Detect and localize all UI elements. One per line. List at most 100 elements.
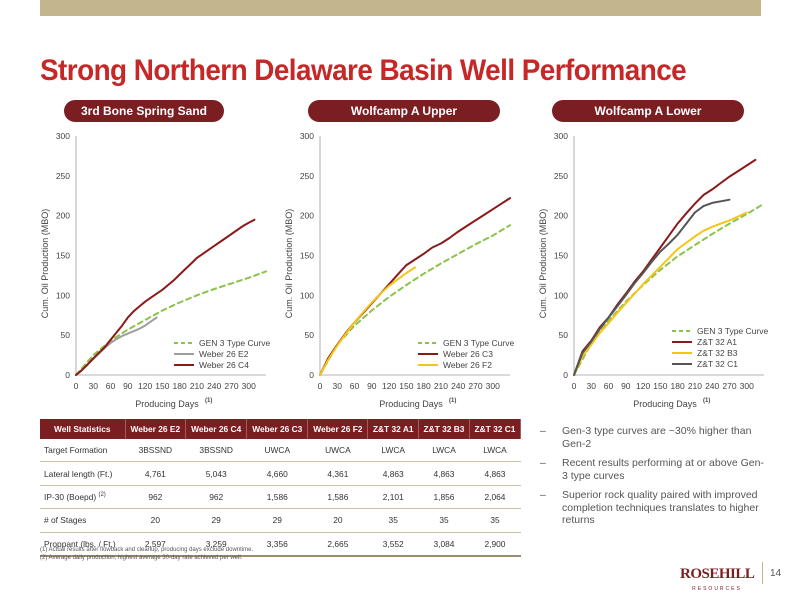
- x-tick-label: 150: [399, 381, 413, 391]
- legend-label: Weber 26 F2: [443, 360, 492, 370]
- table-row: Lateral length (Ft.) 4,761 5,043 4,660 4…: [40, 461, 521, 486]
- table-header-cell: Weber 26 E2: [125, 419, 187, 439]
- row-label: # of Stages: [40, 508, 126, 533]
- table-cell: 3,552: [367, 532, 419, 557]
- panel-label-3rd-bone-spring: 3rd Bone Spring Sand: [64, 100, 224, 122]
- x-tick-label: 270: [722, 381, 736, 391]
- table-cell: 4,761: [125, 461, 186, 486]
- y-tick-label: 200: [554, 211, 568, 221]
- bullet-item: – Recent results performing at or above G…: [540, 457, 764, 482]
- x-tick-label: 210: [434, 381, 448, 391]
- table-cell: 3,356: [246, 532, 308, 557]
- series-line: [319, 266, 416, 376]
- table-cell: 20: [125, 508, 186, 533]
- x-tick-label: 270: [468, 381, 482, 391]
- panel-label-wolfcamp-a-upper: Wolfcamp A Upper: [308, 100, 500, 122]
- table-cell: 3,259: [185, 532, 247, 557]
- y-tick-label: 50: [559, 330, 569, 340]
- x-tick-label: 210: [688, 381, 702, 391]
- table-cell: 2,064: [469, 485, 521, 510]
- x-tick-label: 300: [740, 381, 754, 391]
- logo-subtitle: RESOURCES: [692, 586, 742, 592]
- table-header-cell: Z&T 32 A1: [367, 419, 420, 439]
- bullet-dash: –: [540, 489, 546, 501]
- row-label: Lateral length (Ft.): [40, 461, 126, 486]
- legend-label: Z&T 32 B3: [697, 348, 738, 358]
- y-tick-label: 200: [56, 211, 70, 221]
- y-tick-label: 0: [65, 370, 70, 380]
- table-cell: 35: [469, 508, 521, 533]
- x-tick-label: 150: [653, 381, 667, 391]
- company-logo: ROSEHILL RESOURCES: [680, 562, 755, 596]
- table-cell: 2,900: [469, 532, 521, 557]
- series-line: [573, 202, 765, 376]
- bullet-dash: –: [540, 425, 546, 437]
- x-tick-label: 120: [636, 381, 650, 391]
- y-tick-label: 300: [554, 131, 568, 141]
- table-cell: 962: [185, 485, 247, 510]
- table-cell: 1,586: [246, 485, 308, 510]
- y-tick-label: 150: [300, 251, 314, 261]
- y-tick-label: 300: [56, 131, 70, 141]
- y-tick-label: 0: [563, 370, 568, 380]
- x-tick-label: 30: [89, 381, 99, 391]
- well-statistics-table: Well Statistics Weber 26 E2 Weber 26 C4 …: [40, 419, 522, 557]
- x-tick-label: 300: [242, 381, 256, 391]
- x-tick-label: 0: [572, 381, 577, 391]
- y-tick-label: 300: [300, 131, 314, 141]
- x-axis-footnote-marker: (1): [205, 398, 212, 404]
- legend-label: Weber 26 C3: [443, 349, 493, 359]
- table-cell: 4,660: [246, 461, 308, 486]
- table-cell: 4,863: [367, 461, 419, 486]
- y-axis-title: Cum. Oil Production (MBO): [284, 209, 294, 319]
- table-row: IP-30 (Boepd) (2) 962 962 1,586 1,586 2,…: [40, 485, 521, 510]
- key-points-list: – Gen-3 type curves are ~30% higher than …: [540, 425, 765, 534]
- x-axis-title: Producing Days: [633, 399, 697, 409]
- x-tick-label: 60: [350, 381, 360, 391]
- x-tick-label: 0: [318, 381, 323, 391]
- x-axis-footnote-marker: (1): [703, 398, 710, 404]
- table-row: # of Stages 20 29 29 20 35 35 35: [40, 508, 521, 533]
- x-tick-label: 60: [106, 381, 116, 391]
- table-cell: 29: [185, 508, 247, 533]
- row-label: Proppant (lbs. / Ft.): [40, 532, 126, 557]
- x-tick-label: 120: [382, 381, 396, 391]
- table-row: Proppant (lbs. / Ft.) 2,597 3,259 3,356 …: [40, 532, 521, 557]
- y-tick-label: 150: [554, 251, 568, 261]
- table-cell: 4,361: [307, 461, 368, 486]
- y-tick-label: 250: [300, 171, 314, 181]
- y-axis-title: Cum. Oil Production (MBO): [40, 209, 50, 319]
- table-row: Target Formation 3BSSND 3BSSND UWCA UWCA…: [40, 439, 521, 463]
- panel-label-wolfcamp-a-lower: Wolfcamp A Lower: [552, 100, 744, 122]
- x-tick-label: 0: [74, 381, 79, 391]
- y-tick-label: 250: [554, 171, 568, 181]
- x-tick-label: 240: [451, 381, 465, 391]
- table-header-row: Well Statistics Weber 26 E2 Weber 26 C4 …: [40, 419, 522, 439]
- series-line: [319, 224, 511, 376]
- table-header-cell: Weber 26 C4: [185, 419, 248, 439]
- table-header-cell: Z&T 32 C1: [469, 419, 522, 439]
- table-cell: 1,586: [307, 485, 368, 510]
- x-tick-label: 90: [367, 381, 377, 391]
- x-tick-label: 270: [224, 381, 238, 391]
- table-cell: 4,863: [418, 461, 470, 486]
- legend-label: GEN 3 Type Curve: [443, 338, 514, 348]
- bullet-item: – Superior rock quality paired with impro…: [540, 489, 759, 526]
- table-cell: 3BSSND: [125, 439, 186, 463]
- y-tick-label: 250: [56, 171, 70, 181]
- footer-divider: [762, 562, 763, 584]
- legend-label: Z&T 32 A1: [697, 337, 737, 347]
- series-line: [75, 316, 158, 376]
- table-cell: 962: [125, 485, 186, 510]
- table-cell: 20: [307, 508, 368, 533]
- bullet-dash: –: [540, 457, 546, 469]
- legend-label: GEN 3 Type Curve: [199, 338, 270, 348]
- row-label: Target Formation: [40, 439, 126, 463]
- table-header-cell: Weber 26 C3: [246, 419, 309, 439]
- x-tick-label: 210: [190, 381, 204, 391]
- y-tick-label: 50: [305, 330, 315, 340]
- x-tick-label: 150: [155, 381, 169, 391]
